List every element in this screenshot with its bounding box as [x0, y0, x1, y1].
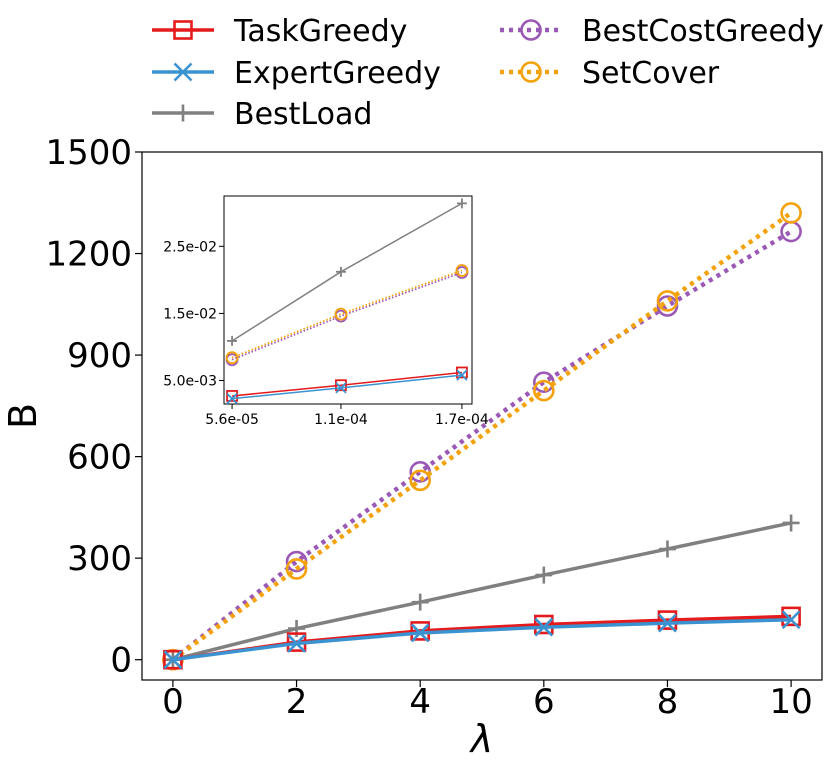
inset-data-point	[226, 392, 238, 405]
legend-marker	[173, 62, 193, 82]
inset-data-point	[334, 307, 348, 321]
main-plot: 0 2 4 6 8 10 0 300 600 900 1200 1500 λ B	[1, 133, 823, 761]
inset-data-point	[456, 369, 468, 381]
legend-item-BestCostGreedy: BestCostGreedy	[500, 14, 824, 49]
inset-data-point	[227, 335, 238, 346]
inset-data-point	[456, 366, 468, 379]
inset-data-point	[335, 266, 346, 277]
data-point	[658, 613, 677, 633]
inset-data-point	[455, 264, 469, 277]
inset-data-point	[335, 379, 347, 392]
x-tick-label: 4	[409, 682, 431, 722]
legend-marker	[174, 104, 192, 122]
data-point	[410, 623, 430, 643]
series-line	[171, 211, 793, 662]
inset-data-point	[225, 351, 239, 365]
data-point	[163, 650, 183, 670]
legend: TaskGreedy ExpertGreedy BestLoad BestCostGr…	[152, 14, 824, 132]
legend-item-BestLoad: BestLoad	[152, 97, 372, 132]
legend-item-TaskGreedy: TaskGreedy	[152, 14, 407, 49]
data-point	[411, 593, 429, 611]
data-point	[287, 634, 306, 653]
y-axis-label: B	[1, 403, 45, 429]
inset-series-TaskGreedy	[226, 366, 468, 402]
inset-data-point	[226, 390, 238, 402]
data-point	[782, 514, 800, 532]
y-tick-label: 1500	[45, 133, 132, 173]
data-point	[533, 379, 555, 402]
inset-series-ExpertGreedy	[226, 369, 468, 405]
y-tick-label: 600	[67, 438, 132, 478]
inset-series-line	[231, 269, 463, 359]
inset-plot-frame	[223, 195, 473, 405]
legend-label: ExpertGreedy	[234, 56, 441, 91]
legend-marker	[520, 61, 542, 83]
series-BestLoad	[164, 514, 800, 669]
series-SetCover	[162, 202, 802, 671]
inset-y-tick-label: 5.0e-03	[163, 374, 217, 390]
legend-item-ExpertGreedy: ExpertGreedy	[152, 56, 441, 91]
inset-series-line	[231, 371, 462, 397]
y-tick-label: 0	[110, 641, 132, 681]
inset-data-point	[456, 198, 467, 209]
inset-plot: 5.6e-05 1.1e-04 1.7e-04 5.0e-03 1.5e-02 2.5e-…	[163, 195, 489, 428]
data-point	[535, 566, 553, 584]
x-tick-label: 8	[657, 682, 679, 722]
y-tick-label: 300	[67, 539, 132, 579]
series-ExpertGreedy	[163, 610, 801, 670]
data-point	[656, 290, 679, 312]
y-tick-label: 1200	[45, 235, 132, 275]
legend-label: SetCover	[582, 56, 720, 91]
inset-y-tick-label: 2.5e-02	[163, 239, 217, 255]
inset-x-tick-label: 5.6e-05	[205, 412, 259, 428]
series-line	[172, 618, 792, 662]
x-tick-label: 6	[533, 682, 555, 722]
data-point	[781, 610, 801, 630]
data-point	[781, 606, 801, 627]
x-tick-label: 10	[769, 682, 812, 722]
x-tick-label: 0	[162, 682, 184, 722]
inset-x-tick-label: 1.1e-04	[314, 412, 368, 428]
inset-x-tick-label: 1.7e-04	[435, 412, 489, 428]
legend-item-SetCover: SetCover	[500, 56, 720, 91]
data-point	[780, 202, 802, 224]
inset-series-BestLoad	[227, 198, 467, 346]
data-point	[285, 558, 308, 580]
data-point	[409, 469, 431, 492]
data-point	[534, 617, 554, 637]
inset-y-tick-label: 1.5e-02	[163, 306, 217, 322]
inset-series-SetCover	[225, 264, 469, 365]
inset-data-point	[335, 382, 347, 394]
y-tick-label: 900	[67, 336, 132, 376]
x-tick-label: 2	[286, 682, 308, 722]
inset-series-line	[231, 271, 463, 361]
data-point	[657, 610, 678, 630]
legend-label: BestCostGreedy	[582, 14, 824, 49]
legend-label: BestLoad	[234, 97, 372, 132]
series-line	[171, 229, 793, 662]
legend-marker	[173, 20, 193, 40]
x-axis-label: λ	[469, 717, 494, 761]
main-plot-frame	[141, 151, 823, 681]
series-line	[172, 521, 792, 662]
data-point	[658, 540, 676, 558]
legend-label: TaskGreedy	[233, 14, 407, 49]
data-point	[780, 220, 802, 243]
legend-marker	[520, 19, 542, 41]
data-point	[534, 614, 554, 635]
